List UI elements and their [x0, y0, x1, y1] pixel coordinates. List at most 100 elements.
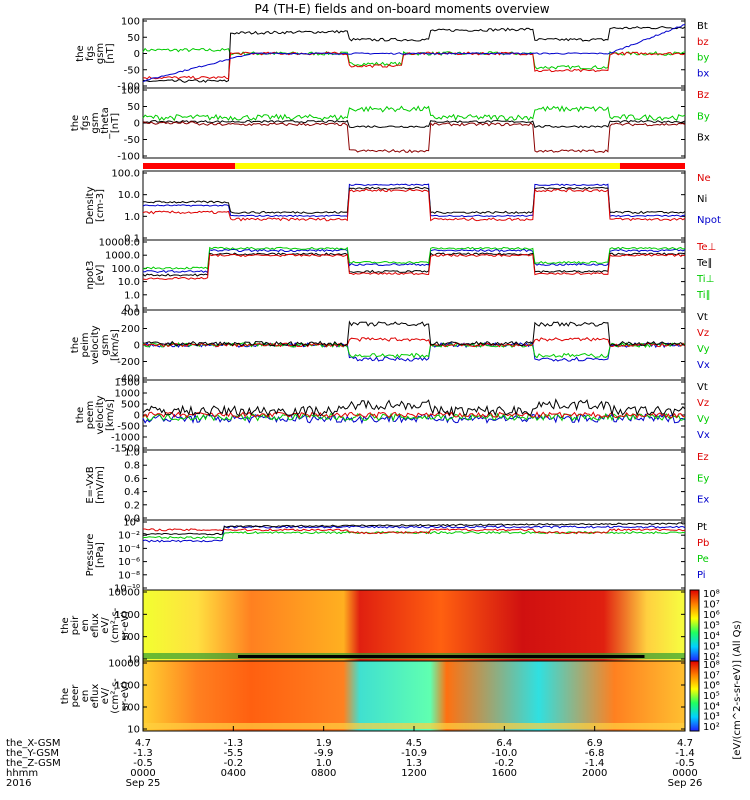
trace-vt	[142, 398, 686, 418]
ylabel-line: [mV/m]	[95, 466, 106, 504]
ytick-label: 100.0	[111, 169, 140, 180]
legend-te∥: Te∥	[696, 258, 713, 269]
heatmap-lowflux	[238, 655, 645, 658]
ylabel-line: peir	[70, 615, 81, 635]
xtick-label: -1.3	[133, 748, 153, 759]
legend-bz: Bz	[697, 90, 709, 101]
ylabel-line: peem	[85, 401, 96, 429]
xtick-label: -0.2	[224, 758, 244, 769]
ylabel-line: [km/s]	[105, 399, 116, 431]
colorbar-tick: 10⁷	[703, 600, 720, 611]
ytick-label: 10000	[108, 588, 140, 599]
ylabel-line: the	[60, 617, 71, 633]
xtick-label: 1.9	[316, 738, 332, 749]
xaxis-row-label: 2016	[6, 778, 31, 789]
status-segment	[619, 163, 685, 169]
ylabel-line: Density	[85, 186, 96, 224]
ylabel-line: peer	[70, 684, 81, 708]
ylabel-line: gsm	[100, 334, 111, 355]
panel-frame	[142, 519, 686, 591]
legend-ey: Ey	[697, 473, 709, 484]
legend-vx: Vx	[697, 360, 710, 371]
ytick-label: -1500	[111, 444, 140, 455]
ytick-label: 0.8	[124, 461, 140, 472]
ytick-label: -100	[117, 152, 140, 163]
ylabel-line: (cm²-s-	[110, 678, 121, 714]
legend-bx: bx	[697, 68, 709, 79]
xtick-label: -1.4	[585, 758, 605, 769]
xaxis-row-label: hhmm	[6, 768, 38, 779]
legend-pb: Pb	[697, 538, 709, 549]
colorbar-rect	[689, 589, 700, 662]
trace-vt	[142, 320, 686, 347]
panel-pressure: 10⁰ 10⁻² 10⁻⁴ 10⁻⁶ 10⁻⁸ 10⁻¹⁰ Pressure [nPa] Pt P…	[85, 518, 709, 595]
ylabel-line: en	[80, 690, 91, 703]
ytick-label: 1.0	[124, 448, 140, 459]
legend-pt: Pt	[697, 522, 707, 533]
colorbar-tick: 10⁵	[703, 621, 720, 632]
ylabel-line: the	[60, 688, 71, 704]
trace-vz	[142, 411, 686, 419]
ytick-label: 10⁰	[123, 518, 140, 529]
ytick-label: 100	[121, 86, 140, 97]
ylabel-line: peim	[80, 332, 91, 357]
legend-vy: Vy	[697, 344, 710, 355]
colorbar-tick: 10⁵	[703, 691, 720, 702]
ytick-label: 400	[121, 308, 140, 319]
legend-ez: Ez	[697, 452, 709, 463]
xtick-label: -5.5	[224, 748, 244, 759]
ylabel-line: the	[70, 337, 81, 353]
ytick-label: -500	[117, 422, 140, 433]
colorbar-tick: 10³	[703, 642, 720, 653]
ytick-label: 100.0	[111, 264, 140, 275]
xtick-label: 0000	[130, 768, 155, 779]
ytick-label: 10.0	[118, 190, 140, 201]
panel-peer_flux: 10000 1000 100 10 the peer en eflux eV/(cm²-s-sr…	[60, 659, 686, 736]
colorbar-tick: 10⁶	[703, 610, 720, 621]
colorbar-tick: 10⁴	[703, 701, 720, 712]
ytick-label: 0.4	[124, 487, 140, 498]
legend-by: By	[697, 111, 710, 122]
ylabel-line: [cm-3]	[95, 189, 106, 222]
ylabel-line: eV/	[100, 617, 111, 634]
legend-ti⊥: Ti⊥	[696, 274, 714, 285]
xtick-label: 1600	[492, 768, 517, 779]
xtick-label: -10.0	[491, 748, 517, 759]
trace-by	[142, 47, 686, 70]
ylabel-line: velocity	[95, 395, 106, 434]
trace-bz-theta	[143, 121, 686, 154]
ytick-label: 0	[134, 341, 140, 352]
ylabel-line: npot3	[85, 260, 96, 289]
legend-vy: Vy	[697, 414, 710, 425]
xtick-label: -10.9	[401, 748, 427, 759]
ylabel-line: the	[75, 45, 86, 61]
trace-ni	[142, 186, 686, 214]
ytick-label: 0.0	[124, 514, 140, 525]
panel-efield: 1.0 0.8 0.6 0.4 0.2 0.0 E=-VxB [mV/m] Ez Ey Ex	[85, 448, 709, 525]
colorbar-label: [eV/(cm^2-s-sr-eV)] (All Qs)	[732, 620, 743, 759]
xtick-label: 2000	[582, 768, 607, 779]
colorbar-tick: 10⁶	[703, 681, 720, 692]
ylabel-line: E=-VxB	[85, 466, 96, 503]
ytick-label: 1500	[115, 378, 140, 389]
legend-pe: Pe	[697, 554, 709, 565]
panel-density: 100.0 10.0 1.0 0.1 Density [cm-3] Ne Ni Npot	[85, 169, 721, 245]
ytick-label: 1.0	[124, 290, 140, 301]
ytick-label: 10.0	[118, 277, 140, 288]
ytick-label: 10	[127, 725, 140, 736]
xtick-label: 4.7	[135, 738, 151, 749]
xtick-label: -9.9	[314, 748, 334, 759]
ytick-label: 10	[127, 655, 140, 666]
colorbar-rect	[689, 660, 700, 732]
ytick-label: 50	[127, 102, 140, 113]
trace-pt	[142, 522, 686, 536]
trace-by-theta	[142, 105, 686, 122]
xaxis-row-label: the_Z-GSM	[6, 758, 61, 769]
xtick-label: -0.2	[495, 758, 515, 769]
status-bar	[143, 163, 685, 169]
trace-bz	[142, 51, 686, 80]
legend-vz: Vz	[697, 398, 709, 409]
ytick-label: 0.1	[124, 234, 140, 245]
legend-ne: Ne	[697, 173, 711, 184]
